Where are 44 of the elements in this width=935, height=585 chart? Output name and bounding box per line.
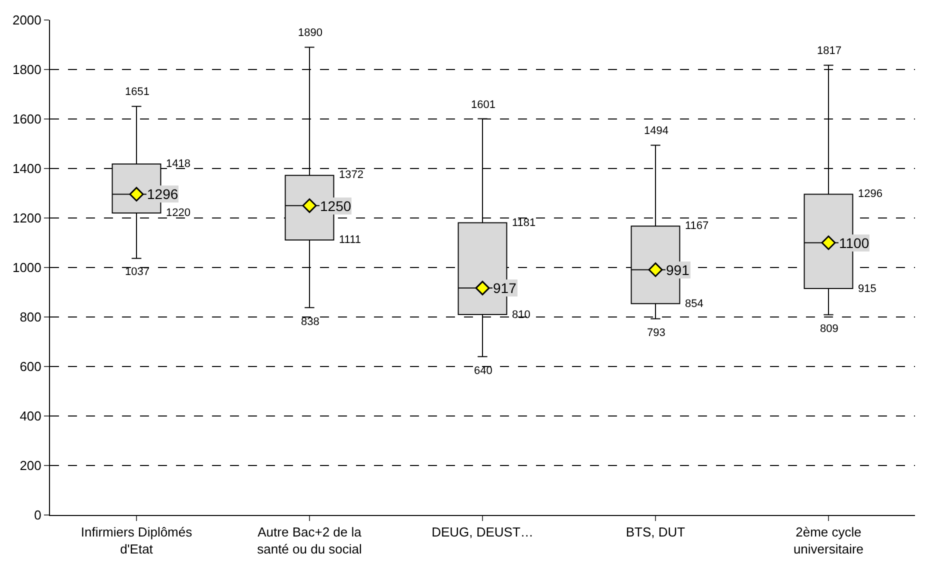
annotation: 1817 [817, 45, 842, 57]
annotation: 838 [301, 316, 320, 328]
y-tick-label: 600 [20, 359, 42, 374]
y-tick-label: 1800 [12, 62, 42, 78]
point [821, 236, 836, 250]
data-label: 991 [666, 262, 690, 278]
annotation: 1601 [471, 99, 496, 111]
y-tick-label: 0 [34, 508, 42, 523]
annotation: 1220 [166, 207, 190, 219]
x-tick-label: DEUG, DEUST… [432, 524, 534, 540]
y-tick-label: 1400 [12, 161, 42, 176]
y-tick-label: 1000 [12, 260, 42, 276]
annotation: 640 [474, 365, 492, 377]
annotation: 1372 [339, 169, 364, 181]
point [648, 262, 663, 277]
annotation: 793 [647, 327, 666, 339]
x-tick-label: Autre Bac+2 de la santé ou du social [257, 524, 362, 556]
x-tick-label: Infirmiers Diplômés d'Etat [80, 524, 193, 556]
annotation: 915 [858, 283, 876, 295]
y-tick-label: 400 [20, 408, 42, 424]
data-label: 1296 [147, 186, 178, 202]
annotation: 1494 [644, 125, 668, 137]
data-label: 917 [493, 280, 517, 296]
point [129, 186, 144, 202]
data-label: 1100 [839, 235, 870, 251]
data-label: 1250 [320, 198, 352, 214]
annotation: 1890 [298, 27, 322, 39]
y-tick-label: 2000 [12, 12, 42, 28]
x-tick-label: 2ème cycle universitaire [793, 524, 864, 556]
y-tick-label: 200 [20, 458, 42, 474]
point [302, 198, 317, 213]
annotation: 854 [685, 298, 704, 310]
annotation: 1181 [512, 217, 536, 229]
y-tick-label: 1200 [12, 210, 42, 226]
annotation: 1167 [685, 220, 709, 232]
point [475, 280, 490, 296]
y-tick-label: 1600 [12, 112, 42, 127]
x-tick-label: BTS, DUT [626, 524, 686, 540]
annotation: 809 [820, 323, 838, 335]
annotation: 1418 [166, 158, 190, 170]
annotation: 1651 [125, 86, 150, 98]
y-tick-label: 800 [20, 310, 42, 325]
annotation: 1111 [339, 234, 362, 246]
annotation: 1296 [858, 188, 882, 200]
